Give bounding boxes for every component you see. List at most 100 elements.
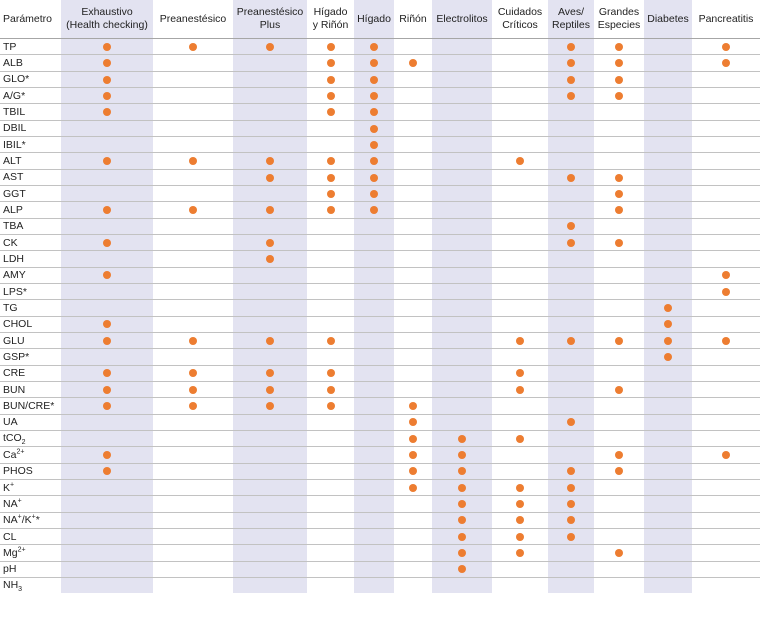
included-dot-icon [409,434,417,443]
cell-higado-rinon [307,348,354,366]
parameter-text-part: CL [3,530,17,543]
cell-diabetes [644,446,692,464]
included-dot-icon [103,451,111,460]
cell-higado [354,299,394,317]
cell-higado [354,218,394,235]
parameter-text-part: ALP [3,203,23,216]
cell-higado [354,283,394,301]
included-dot-icon [615,189,623,198]
parameter-text-part: 2+ [16,448,25,456]
included-dot-icon [615,206,623,215]
included-dot-icon [458,434,466,443]
cell-diabetes [644,414,692,431]
included-dot-icon [326,59,335,68]
cell-rinon [394,234,432,252]
column-header-line: Electrolitos [436,12,488,25]
cell-aves-reptiles [548,299,594,317]
cell-aves-reptiles [548,234,594,252]
included-dot-icon [103,320,111,329]
parameter-label: BUN [0,381,61,399]
table-row: BUN/CRE* [0,397,760,415]
cell-higado [354,365,394,382]
table-row: TBIL [0,103,760,121]
parameter-text-part: GLU [3,334,25,347]
parameter-text-part: NA [3,497,18,510]
cell-grandes-especies [594,463,644,480]
cell-higado [354,38,394,56]
included-dot-icon [615,59,623,68]
included-dot-icon [103,369,111,378]
cell-diabetes [644,267,692,284]
cell-pancreatitis [692,136,760,154]
included-dot-icon [458,451,466,460]
cell-preanestesico-plus [233,152,307,170]
table-row: DBIL [0,120,760,137]
parameter-text-part: ALT [3,154,22,167]
cell-preanestesico-plus [233,446,307,464]
parameter-label: BUN/CRE* [0,397,61,415]
cell-aves-reptiles [548,463,594,480]
included-dot-icon [458,467,466,476]
cell-exhaustivo [61,185,153,203]
cell-preanestesico-plus [233,577,307,594]
cell-electrolitos [432,201,492,219]
cell-aves-reptiles [548,136,594,154]
cell-grandes-especies [594,348,644,366]
cell-preanestesico-plus [233,299,307,317]
cell-grandes-especies [594,365,644,382]
cell-exhaustivo [61,267,153,284]
cell-higado [354,430,394,448]
cell-cuidados-criticos [492,528,548,546]
cell-grandes-especies [594,87,644,105]
cell-preanestesico [153,414,233,431]
cell-higado [354,414,394,431]
column-header-line: Reptiles [552,19,590,31]
included-dot-icon [326,42,335,51]
cell-aves-reptiles [548,201,594,219]
cell-exhaustivo [61,103,153,121]
column-header-line: Especies [597,19,641,31]
parameter-label: TP [0,38,61,56]
table-row: IBIL* [0,136,760,154]
included-dot-icon [567,238,575,247]
cell-diabetes [644,185,692,203]
included-dot-icon [103,385,111,394]
included-dot-icon [370,91,378,100]
included-dot-icon [567,516,575,525]
included-dot-icon [567,59,575,68]
cell-pancreatitis [692,201,760,219]
cell-diabetes [644,332,692,350]
table-row: UA [0,414,760,431]
parameter-text-part: A/G* [3,89,26,102]
cell-exhaustivo [61,71,153,88]
column-header-cuidados-criticos: Cuidados Críticos [492,0,548,39]
cell-aves-reptiles [548,528,594,546]
table-row: AMY [0,267,760,284]
cell-preanestesico-plus [233,414,307,431]
cell-higado [354,201,394,219]
cell-rinon [394,528,432,546]
cell-higado-rinon [307,495,354,513]
parameter-text-part: + [10,481,15,489]
parameter-label: Mg2+ [0,544,61,562]
cell-rinon [394,201,432,219]
cell-exhaustivo [61,479,153,497]
cell-higado [354,479,394,497]
cell-preanestesico-plus [233,544,307,562]
included-dot-icon [326,385,335,394]
cell-electrolitos [432,414,492,431]
included-dot-icon [615,42,623,51]
included-dot-icon [370,140,378,149]
parameter-label: TG [0,299,61,317]
cell-pancreatitis [692,495,760,513]
cell-higado-rinon [307,446,354,464]
cell-cuidados-criticos [492,54,548,72]
cell-pancreatitis [692,169,760,186]
cell-preanestesico-plus [233,218,307,235]
cell-aves-reptiles [548,54,594,72]
cell-exhaustivo [61,87,153,105]
cell-electrolitos [432,463,492,480]
parameter-label: GLU [0,332,61,350]
included-dot-icon [370,189,378,198]
cell-higado-rinon [307,381,354,399]
